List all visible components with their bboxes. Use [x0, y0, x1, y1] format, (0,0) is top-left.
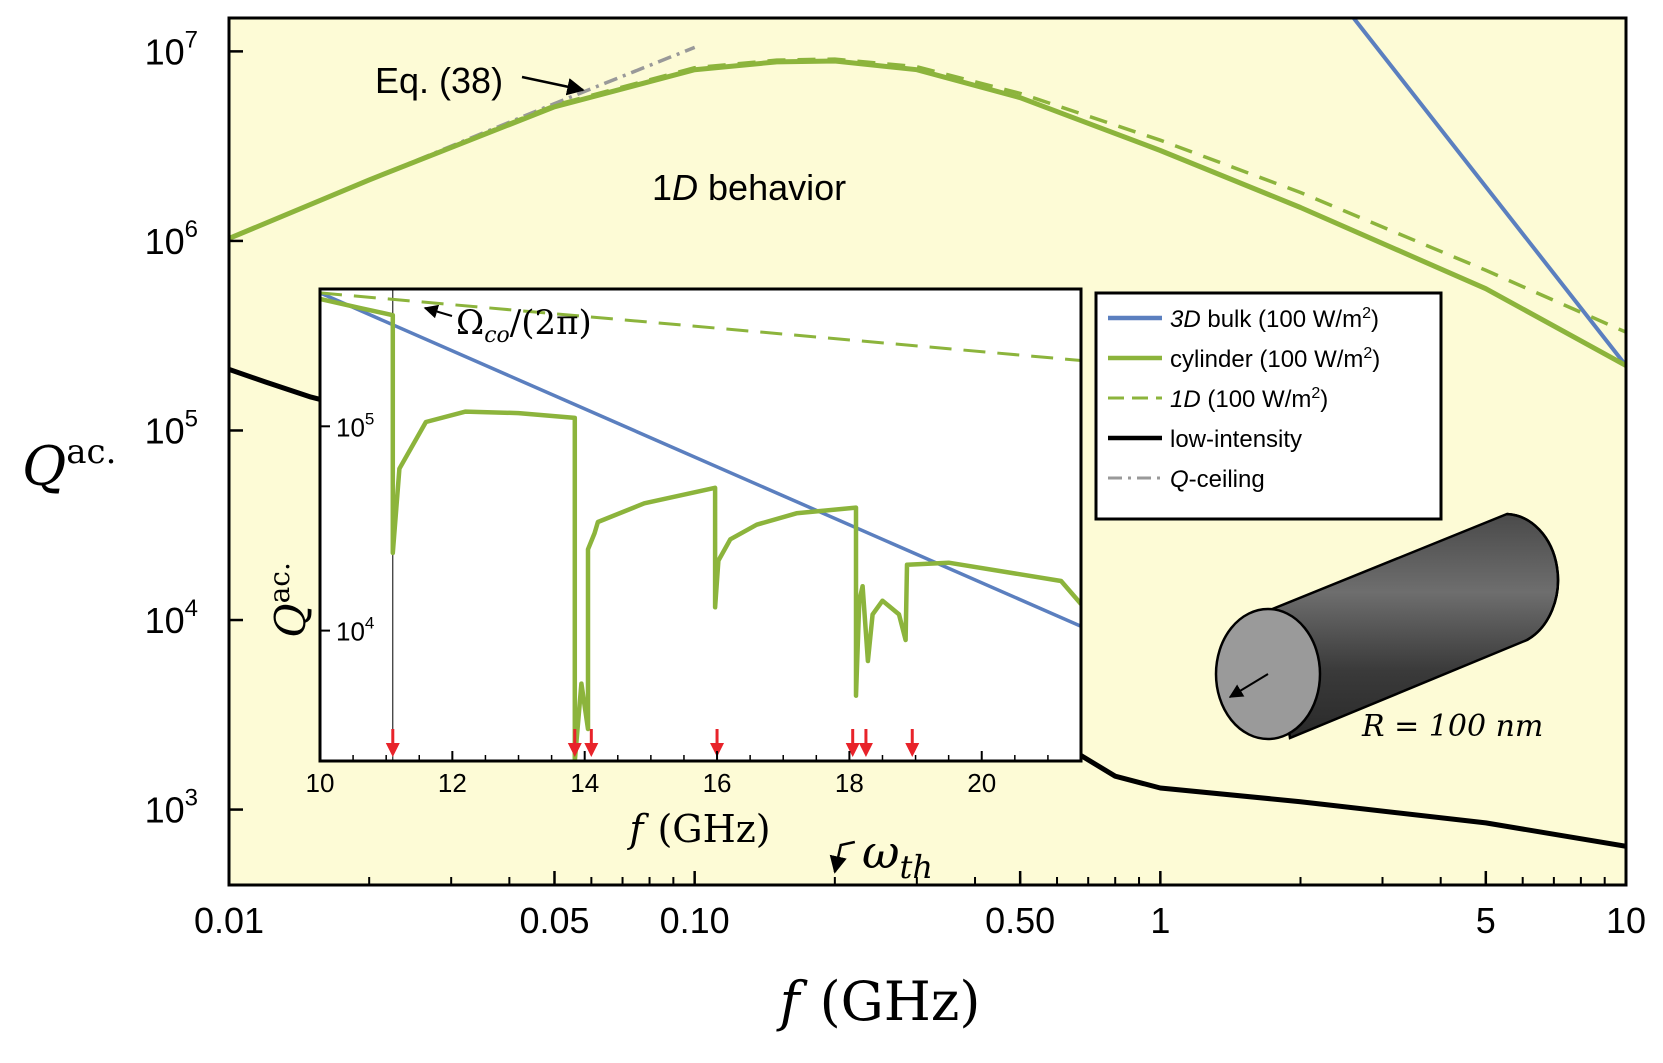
inset-x-tick-label: 14	[570, 768, 599, 798]
main-x-tick-label: 5	[1476, 900, 1496, 941]
main-x-tick-label: 10	[1606, 900, 1646, 941]
main-y-tick-label: 107	[145, 26, 198, 72]
inset-frame	[318, 287, 1083, 763]
main-y-tick-label: 105	[145, 405, 198, 451]
main-series-bulk	[1352, 18, 1626, 367]
main-x-tick-label: 0.50	[985, 900, 1055, 941]
inset-x-tick-label: 20	[967, 768, 996, 798]
cutoff-label-sub: co	[484, 323, 510, 348]
legend-label-bulk: 3D bulk (100 W/m2)	[1170, 305, 1379, 333]
main-series-one-d	[229, 57, 1626, 334]
main-series-group	[229, 18, 1626, 849]
inset-x-tick-label: 10	[306, 768, 335, 798]
legend-label-low-intensity: low-intensity	[1170, 426, 1302, 453]
inset-series-bulk	[320, 291, 1081, 628]
legend-label-cylinder: cylinder (100 W/m2)	[1170, 345, 1380, 373]
behavior-label-post: behavior	[698, 167, 846, 208]
cutoff-label: Ωco/(2π)	[456, 303, 592, 348]
inset-y-tick-label: 105	[336, 409, 374, 442]
main-x-tick-label: 0.10	[660, 900, 730, 941]
cylinder-back-edge	[1506, 512, 1560, 642]
inset-axis-ticks: 10 12 14 16 18 20 104 105	[306, 409, 1049, 798]
main-x-tick-label: 1	[1150, 900, 1170, 941]
red-arrow-head	[710, 743, 725, 757]
cutoff-label-tail: /(2π)	[510, 303, 592, 343]
omega-th-label: ωth	[862, 825, 933, 886]
eq38-arrow	[521, 75, 585, 96]
red-arrow-head	[567, 743, 582, 757]
main-x-tick-label: 0.05	[519, 900, 589, 941]
inset-series-cylinder	[320, 296, 1081, 761]
cutoff-arrow	[423, 304, 453, 319]
red-arrow-head	[385, 743, 400, 757]
eq38-label: Eq. (38)	[375, 60, 503, 101]
behavior-label-italic: D	[672, 167, 698, 208]
inset-series-one-d	[320, 291, 1081, 362]
radius-arrow	[1228, 673, 1269, 698]
behavior-label: 1D behavior	[652, 167, 846, 208]
main-y-axis-label: Qac.	[22, 432, 116, 498]
main-y-label-var: Q	[22, 435, 66, 498]
main-series-low-intensity	[229, 367, 1626, 849]
main-x-axis-label: f (GHz)	[776, 970, 981, 1033]
red-arrow-head	[858, 743, 873, 757]
main-x-label-unit: (GHz)	[820, 970, 981, 1033]
inset-x-tick-label: 18	[835, 768, 864, 798]
legend-label-q-ceiling: Q-ceiling	[1170, 466, 1265, 493]
inset-y-label-sup: ac.	[263, 562, 296, 603]
main-x-tick-label: 0.01	[194, 900, 264, 941]
inset-x-tick-label: 12	[438, 768, 467, 798]
cylinder-illustration: R = 100 nm	[1214, 512, 1560, 744]
legend-label-one-d: 1D (100 W/m2)	[1170, 385, 1328, 413]
legend: 3D bulk (100 W/m2) cylinder (100 W/m2) 1D …	[1094, 291, 1443, 521]
main-y-label-sup: ac.	[66, 432, 116, 472]
radius-label: R = 100 nm	[1361, 709, 1543, 744]
main-series-cylinder	[229, 58, 1626, 368]
legend-items: 3D bulk (100 W/m2) cylinder (100 W/m2) 1D …	[1108, 305, 1380, 493]
main-y-tick-label: 104	[145, 595, 198, 641]
main-y-tick-label: 106	[145, 216, 198, 262]
cutoff-label-var: Ω	[456, 303, 484, 343]
behavior-label-pre: 1	[652, 167, 672, 208]
omega-th-var: ω	[862, 825, 900, 879]
legend-box	[1094, 291, 1443, 521]
inset-y-tick-label: 104	[336, 614, 374, 647]
inset-x-tick-label: 16	[703, 768, 732, 798]
main-y-tick-label: 103	[145, 785, 198, 831]
red-arrow-head	[845, 743, 860, 757]
inset-background	[320, 289, 1081, 761]
inset-y-axis-label: Qac.	[263, 562, 315, 638]
red-arrow-head	[584, 743, 599, 757]
main-series-q-ceiling	[229, 45, 696, 241]
inset-series-group	[320, 289, 1081, 761]
omega-th-sub: th	[900, 848, 933, 886]
main-x-label-var: f	[776, 970, 808, 1033]
main-axis-ticks: 0.01 0.05 0.10 0.50 1 5 10 103 104 105 106 107	[145, 26, 1646, 941]
main-plot-frame	[227, 16, 1628, 887]
red-arrow-head	[905, 743, 920, 757]
inset-y-label-var: Q	[266, 603, 315, 637]
inset-x-label-unit: (GHz)	[657, 807, 770, 851]
inset-markers	[385, 729, 920, 757]
omega-th-arrow	[829, 840, 856, 874]
